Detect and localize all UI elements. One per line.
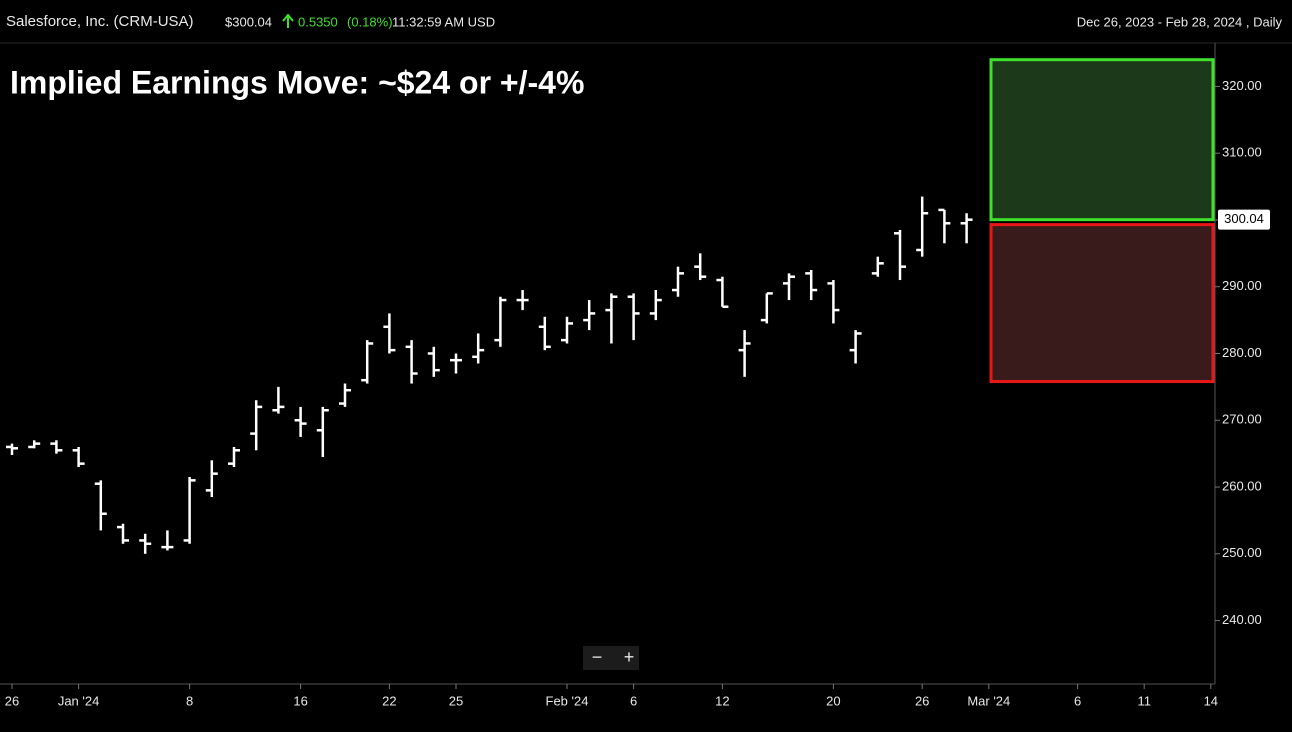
ohlc-bar	[50, 440, 63, 454]
up-arrow	[282, 13, 294, 28]
x-tick-label: 6	[630, 693, 637, 708]
ohlc-bar	[938, 208, 951, 244]
ohlc-bar	[894, 229, 906, 281]
ohlc-bar	[339, 383, 351, 407]
ohlc-bar	[605, 293, 618, 344]
ohlc-bar	[960, 213, 973, 244]
x-tick-label: 11	[1137, 693, 1151, 708]
ohlc-bar	[805, 270, 818, 301]
zoom-in[interactable]: +	[624, 647, 635, 667]
x-tick-label: 26	[915, 693, 929, 708]
ohlc-bar	[716, 276, 729, 308]
ohlc-bar	[472, 333, 485, 364]
ohlc-bar	[316, 406, 329, 457]
ohlc-bar	[139, 533, 152, 554]
ohlc-bar	[272, 386, 285, 414]
x-tick-label: 8	[186, 693, 193, 708]
ohlc-bar	[427, 346, 440, 377]
ohlc-bar	[783, 273, 795, 301]
x-tick-label: 22	[382, 693, 396, 708]
x-tick-label: 14	[1204, 693, 1218, 708]
x-tick-label: Jan '24	[58, 693, 100, 708]
y-tick-label: 270.00	[1222, 412, 1262, 427]
ohlc-bar	[627, 293, 640, 341]
ohlc-bar	[849, 330, 862, 364]
chart-title: Implied Earnings Move: ~$24 or +/-4%	[10, 64, 584, 100]
ohlc-bar	[117, 523, 129, 544]
ohlc-bar	[183, 477, 196, 544]
date-range: Dec 26, 2023 - Feb 28, 2024 , Daily	[1077, 14, 1283, 29]
ohlc-bar	[383, 313, 396, 354]
y-tick-label: 260.00	[1222, 478, 1262, 493]
y-tick-label: 250.00	[1222, 545, 1262, 560]
x-tick-label: 20	[826, 693, 840, 708]
ohlc-bar	[916, 196, 929, 257]
x-tick-label: 16	[293, 693, 307, 708]
y-tick-label: 310.00	[1222, 145, 1262, 160]
price: $300.04	[225, 14, 272, 29]
y-tick-label: 280.00	[1222, 345, 1262, 360]
target-zone	[989, 58, 1215, 222]
last-price-label: 300.04	[1224, 211, 1264, 226]
x-tick-label: 6	[1074, 693, 1081, 708]
ohlc-bar	[205, 460, 218, 498]
zoom-out[interactable]: −	[592, 647, 603, 667]
ohlc-bar	[161, 530, 174, 551]
ohlc-bar	[561, 316, 573, 344]
ohlc-bar	[827, 280, 840, 324]
x-tick-label: Feb '24	[546, 693, 589, 708]
y-tick-label: 290.00	[1222, 278, 1262, 293]
ohlc-bar	[294, 406, 307, 437]
last-price-tag	[1218, 209, 1270, 230]
ohlc-bar	[450, 353, 462, 374]
ohlc-bar	[694, 253, 707, 281]
x-tick-label: 25	[449, 693, 463, 708]
ohlc-bar	[228, 446, 240, 467]
ohlc-bar	[361, 340, 374, 384]
x-tick-label: 12	[715, 693, 729, 708]
y-tick-label: 320.00	[1222, 78, 1262, 93]
x-tick-label: Mar '24	[967, 693, 1010, 708]
symbol: Salesforce, Inc. (CRM-USA)	[6, 13, 194, 30]
ohlc-bar	[250, 400, 263, 451]
ohlc-bar	[538, 316, 551, 351]
ohlc-bar	[516, 290, 529, 311]
y-tick-label: 240.00	[1222, 612, 1262, 627]
ohlc-bar	[738, 330, 751, 377]
ohlc-bar	[760, 292, 773, 324]
target-zone	[989, 223, 1215, 384]
x-tick-label: 26	[5, 693, 19, 708]
ohlc-bar	[583, 300, 596, 331]
ohlc-bar	[6, 443, 18, 455]
ohlc-bar	[494, 296, 507, 347]
ohlc-bar	[28, 440, 41, 449]
ohlc-bar	[672, 266, 684, 297]
zoom-panel	[583, 646, 639, 670]
change: 0.5350	[298, 14, 338, 29]
ohlc-bar	[72, 446, 85, 467]
ohlc-bar	[405, 340, 418, 384]
time: 11:32:59 AM USD	[392, 14, 495, 29]
change-pct: (0.18%)	[347, 14, 393, 29]
ohlc-bar	[871, 256, 884, 277]
ohlc-bar	[649, 290, 662, 321]
ohlc-bar	[94, 480, 107, 531]
